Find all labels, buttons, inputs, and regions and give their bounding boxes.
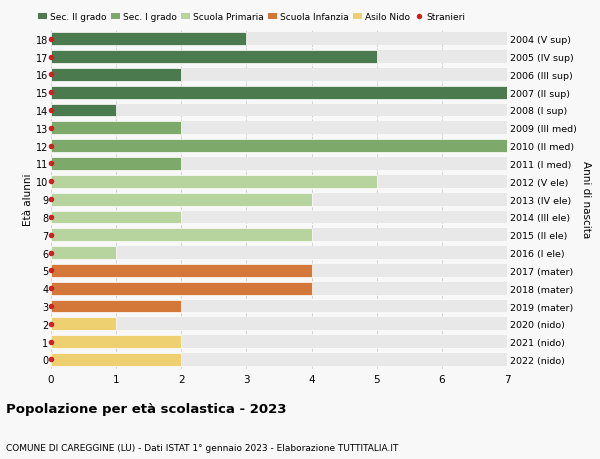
- Bar: [51, 353, 181, 366]
- Bar: [51, 353, 507, 366]
- Bar: [51, 264, 507, 277]
- Bar: [51, 104, 507, 117]
- Bar: [51, 122, 507, 135]
- Bar: [51, 87, 507, 99]
- Bar: [51, 140, 507, 153]
- Bar: [51, 211, 507, 224]
- Bar: [51, 175, 507, 188]
- Bar: [51, 211, 181, 224]
- Bar: [51, 69, 181, 82]
- Bar: [51, 318, 116, 330]
- Text: COMUNE DI CAREGGINE (LU) - Dati ISTAT 1° gennaio 2023 - Elaborazione TUTTITALIA.: COMUNE DI CAREGGINE (LU) - Dati ISTAT 1°…: [6, 443, 398, 452]
- Bar: [51, 246, 507, 259]
- Bar: [51, 158, 507, 170]
- Bar: [51, 33, 507, 46]
- Y-axis label: Età alunni: Età alunni: [23, 174, 33, 226]
- Bar: [51, 122, 181, 135]
- Bar: [51, 246, 116, 259]
- Bar: [51, 140, 507, 153]
- Bar: [51, 193, 311, 206]
- Bar: [51, 318, 507, 330]
- Text: Popolazione per età scolastica - 2023: Popolazione per età scolastica - 2023: [6, 403, 287, 415]
- Bar: [51, 282, 311, 295]
- Bar: [51, 229, 507, 241]
- Bar: [51, 158, 181, 170]
- Bar: [51, 264, 311, 277]
- Bar: [51, 300, 507, 313]
- Bar: [51, 336, 507, 348]
- Bar: [51, 33, 247, 46]
- Legend: Sec. II grado, Sec. I grado, Scuola Primaria, Scuola Infanzia, Asilo Nido, Stran: Sec. II grado, Sec. I grado, Scuola Prim…: [38, 13, 465, 22]
- Bar: [51, 104, 116, 117]
- Bar: [51, 282, 507, 295]
- Bar: [51, 175, 377, 188]
- Bar: [51, 336, 181, 348]
- Y-axis label: Anni di nascita: Anni di nascita: [581, 161, 590, 238]
- Bar: [51, 69, 507, 82]
- Bar: [51, 87, 507, 99]
- Bar: [51, 51, 377, 64]
- Bar: [51, 51, 507, 64]
- Bar: [51, 193, 507, 206]
- Bar: [51, 300, 181, 313]
- Bar: [51, 229, 311, 241]
